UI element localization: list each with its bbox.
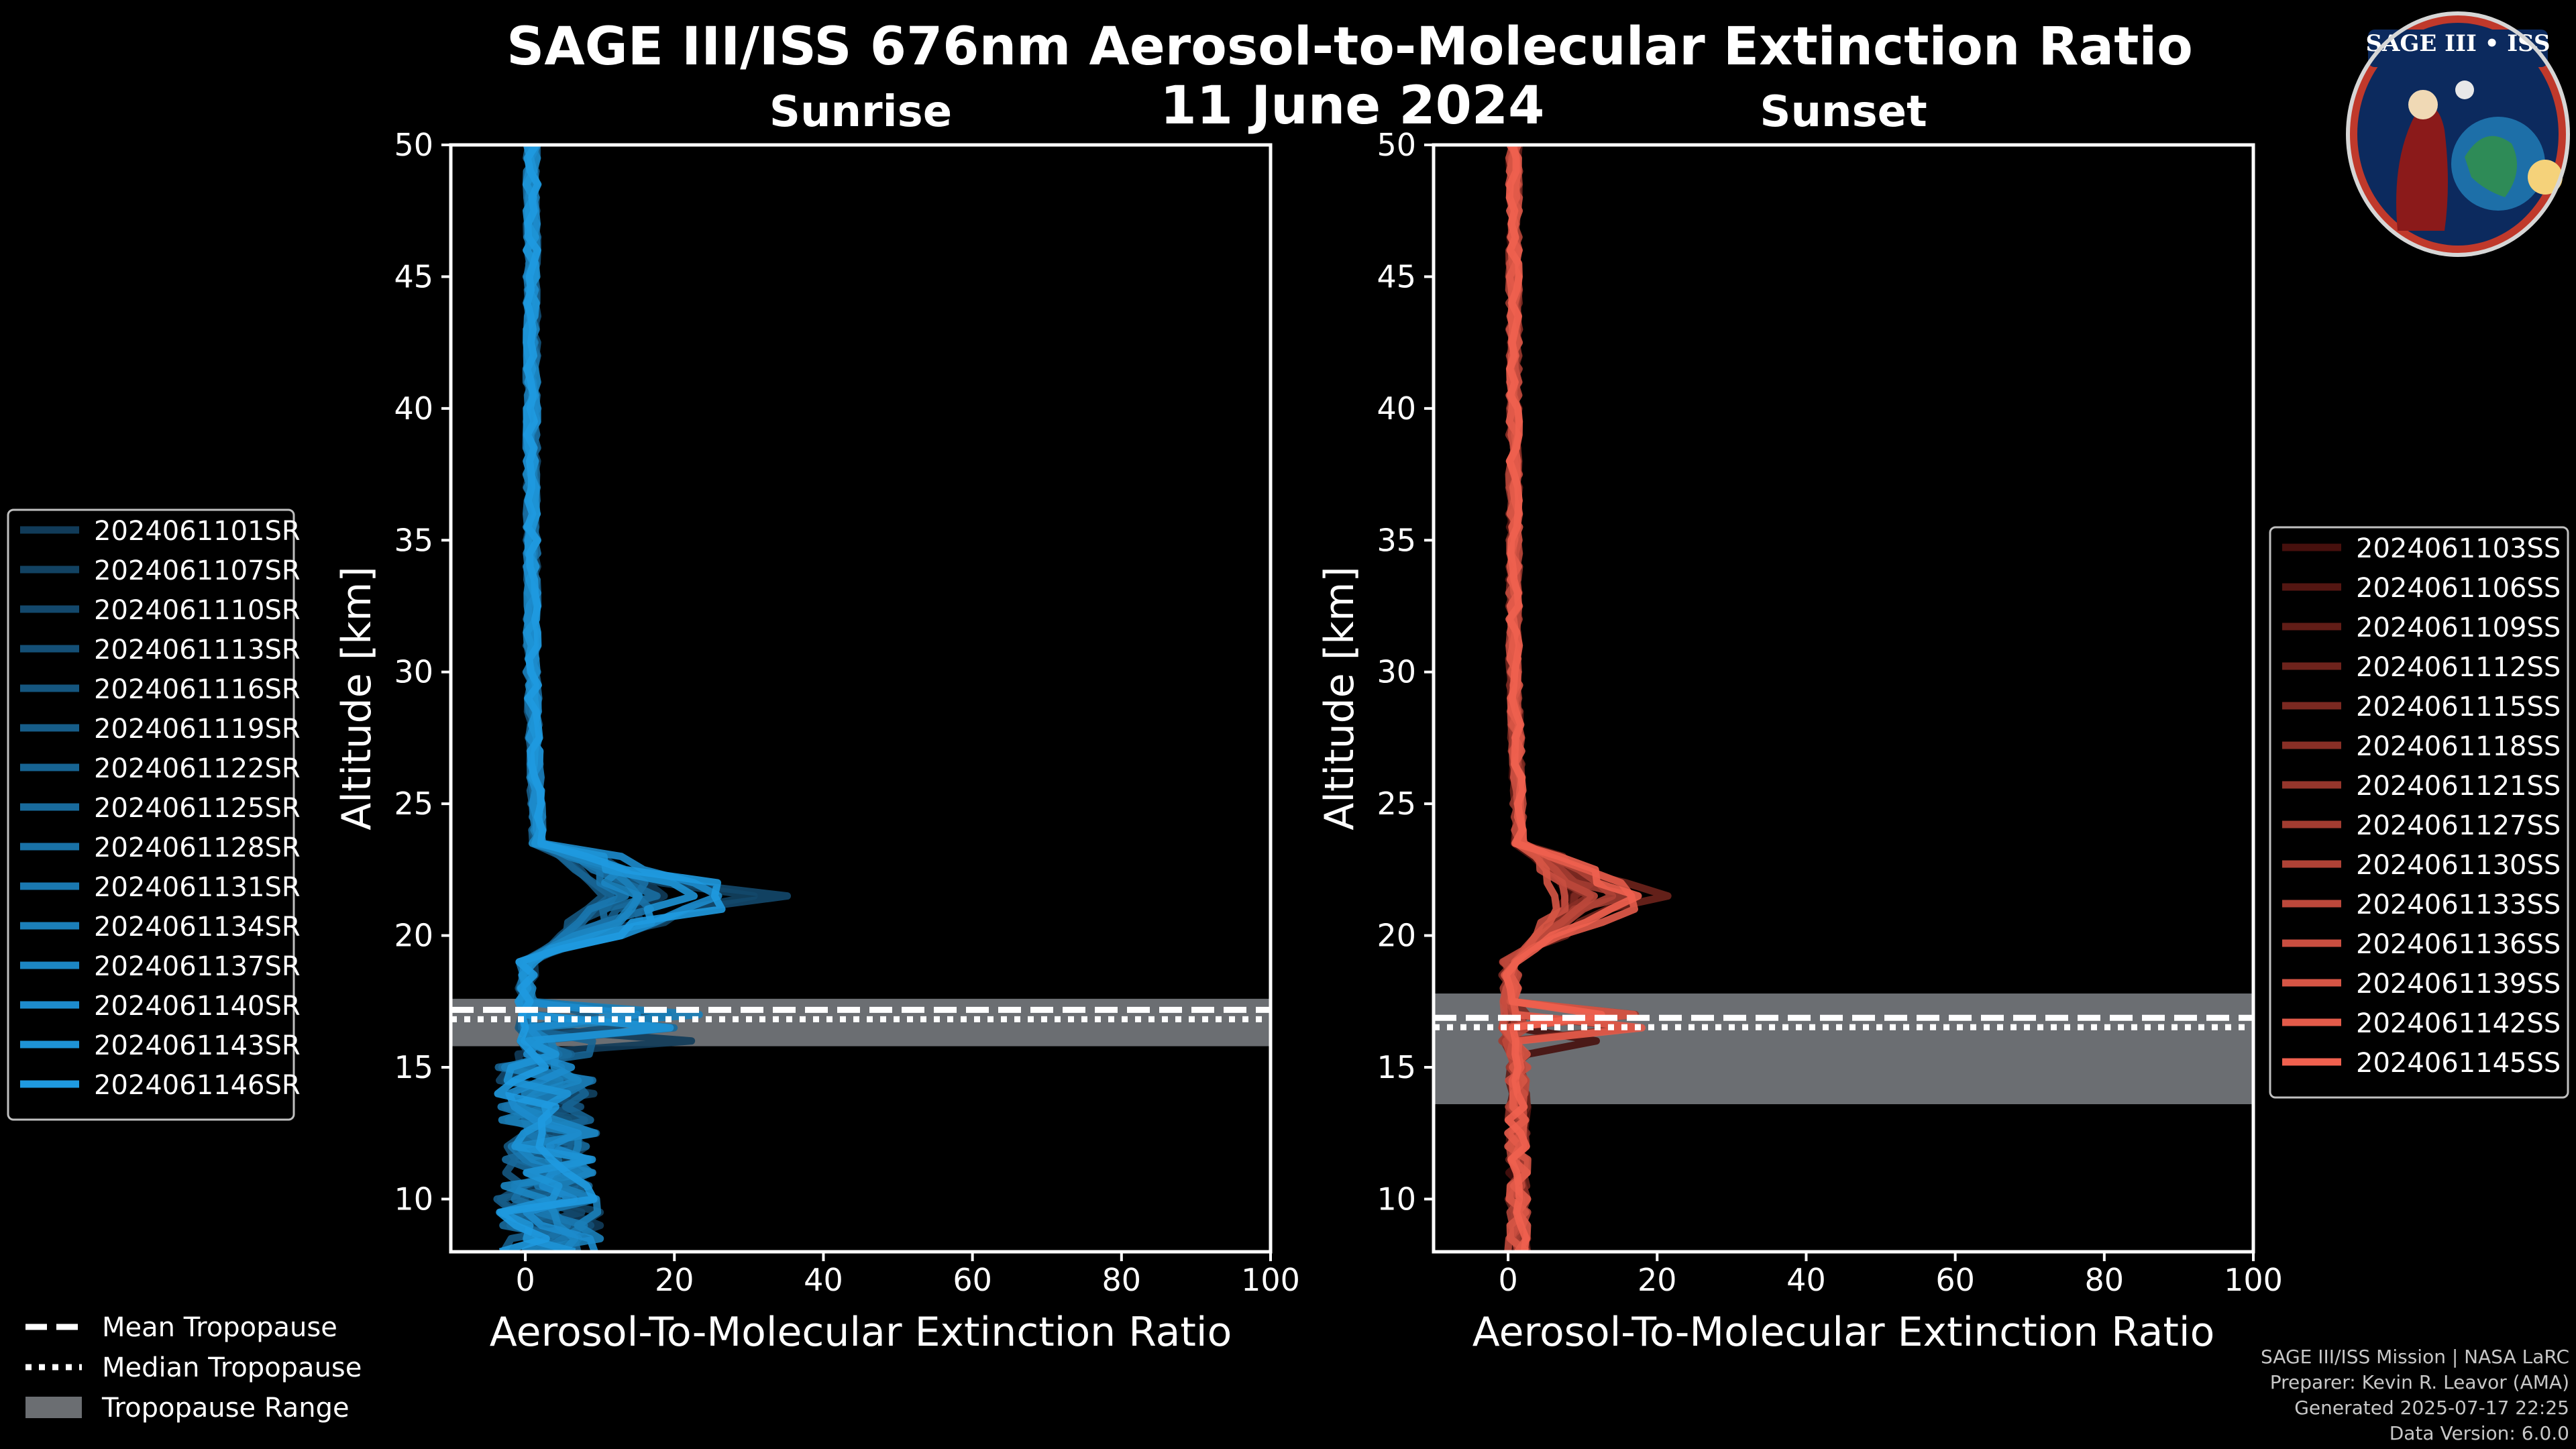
x-tick-label: 0 xyxy=(515,1262,535,1298)
y-tick-label: 35 xyxy=(394,522,433,558)
tropopause-legend-label: Median Tropopause xyxy=(102,1352,362,1383)
y-tick-label: 50 xyxy=(1377,127,1416,163)
legend-sunrise: 2024061101SR 2024061107SR 2024061110SR 2024… xyxy=(7,508,301,1121)
legend-label-2024061121SS: 2024061121SS xyxy=(2356,771,2561,802)
panel-sunset: 0 20 40 60 80 100 10 15 20 25 30 35 40 45 50 Sunset Aero… xyxy=(1316,87,2283,1356)
legend-label-2024061116SR: 2024061116SR xyxy=(94,674,301,705)
x-tick-label: 80 xyxy=(2085,1262,2125,1298)
y-tick-label: 30 xyxy=(394,654,433,690)
legend-label-2024061118SS: 2024061118SS xyxy=(2356,731,2561,762)
x-tick-label: 20 xyxy=(655,1262,694,1298)
x-tick-label: 40 xyxy=(804,1262,843,1298)
figure-date: 11 June 2024 xyxy=(1161,76,1545,136)
sage-mission-patch: SAGE III • ISS xyxy=(2346,11,2570,257)
y-tick-label: 10 xyxy=(394,1181,433,1217)
y-tick-label: 50 xyxy=(394,127,433,163)
legend-label-2024061137SR: 2024061137SR xyxy=(94,951,301,982)
legend-box xyxy=(2269,526,2569,1099)
credits: SAGE III/ISS Mission | NASA LaRC Prepare… xyxy=(2261,1344,2569,1446)
legend-label-2024061145SS: 2024061145SS xyxy=(2356,1048,2561,1079)
y-axis-label: Altitude [km] xyxy=(1316,566,1363,830)
legend-label-2024061113SR: 2024061113SR xyxy=(94,635,301,665)
legend-label-2024061130SS: 2024061130SS xyxy=(2356,850,2561,881)
legend-label-2024061134SR: 2024061134SR xyxy=(94,912,301,943)
credit-mission: SAGE III/ISS Mission | NASA LaRC xyxy=(2261,1346,2569,1368)
x-tick-label: 40 xyxy=(1786,1262,1826,1298)
legend-label-2024061143SR: 2024061143SR xyxy=(94,1030,301,1061)
legend-label-2024061140SR: 2024061140SR xyxy=(94,991,301,1022)
y-tick-label: 15 xyxy=(394,1049,433,1085)
figure-title: SAGE III/ISS 676nm Aerosol-to-Molecular … xyxy=(506,17,2193,77)
legend-label-2024061115SS: 2024061115SS xyxy=(2356,692,2561,722)
y-tick-label: 35 xyxy=(1377,522,1416,558)
plot-frame xyxy=(1432,143,2255,1254)
y-tick-label: 20 xyxy=(1377,918,1416,954)
y-axis-label: Altitude [km] xyxy=(333,566,380,830)
tropopause-legend: Mean Tropopause Median Tropopause Tropopau… xyxy=(25,1312,362,1424)
y-tick-label: 30 xyxy=(1377,654,1416,690)
x-tick-label: 0 xyxy=(1498,1262,1517,1298)
legend-box xyxy=(7,508,295,1121)
panel-title: Sunset xyxy=(1760,87,1927,137)
x-axis-label: Aerosol-To-Molecular Extinction Ratio xyxy=(490,1309,1232,1356)
x-tick-label: 60 xyxy=(953,1262,992,1298)
legend-label-2024061107SR: 2024061107SR xyxy=(94,555,301,586)
legend-label-2024061109SS: 2024061109SS xyxy=(2356,612,2561,643)
y-tick-label: 40 xyxy=(1377,390,1416,427)
x-tick-label: 80 xyxy=(1102,1262,1142,1298)
profile-2024061145SS xyxy=(1502,145,1642,1252)
tropopause-legend-label: Mean Tropopause xyxy=(102,1312,337,1343)
y-tick-label: 25 xyxy=(394,786,433,822)
x-tick-label: 60 xyxy=(1935,1262,1975,1298)
legend-label-2024061101SR: 2024061101SR xyxy=(94,516,301,547)
x-tick-label: 100 xyxy=(2224,1262,2283,1298)
y-tick-label: 10 xyxy=(1377,1181,1416,1217)
legend-label-2024061142SS: 2024061142SS xyxy=(2356,1008,2561,1039)
profile-2024061143SR xyxy=(497,145,698,1252)
legend-label-2024061119SR: 2024061119SR xyxy=(94,714,301,745)
profile-2024061146SR xyxy=(494,145,726,1252)
legend-label-2024061103SS: 2024061103SS xyxy=(2356,533,2561,564)
x-axis-label: Aerosol-To-Molecular Extinction Ratio xyxy=(1472,1309,2215,1356)
plot-frame xyxy=(449,143,1273,1254)
credit-generated: Generated 2025-07-17 22:25 xyxy=(2294,1397,2569,1419)
y-tick-label: 45 xyxy=(1377,258,1416,294)
legend-label-2024061146SR: 2024061146SR xyxy=(94,1070,301,1101)
y-tick-label: 45 xyxy=(394,258,433,294)
x-tick-label: 100 xyxy=(1241,1262,1300,1298)
tropopause-range-swatch xyxy=(25,1397,82,1418)
legend-label-2024061139SS: 2024061139SS xyxy=(2356,969,2561,1000)
y-tick-label: 40 xyxy=(394,390,433,427)
legend-label-2024061122SR: 2024061122SR xyxy=(94,753,301,784)
profile-lines xyxy=(493,145,792,1252)
legend-label-2024061131SR: 2024061131SR xyxy=(94,872,301,903)
x-tick-label: 20 xyxy=(1638,1262,1677,1298)
legend-sunset: 2024061103SS 2024061106SS 2024061109SS 2024… xyxy=(2269,526,2569,1099)
y-tick-label: 20 xyxy=(394,918,433,954)
tropopause-legend-label: Tropopause Range xyxy=(101,1393,350,1424)
legend-label-2024061128SR: 2024061128SR xyxy=(94,833,301,863)
y-tick-label: 15 xyxy=(1377,1049,1416,1085)
panel-title: Sunrise xyxy=(769,87,952,137)
profile-lines xyxy=(1498,145,1672,1252)
legend-label-2024061106SS: 2024061106SS xyxy=(2356,573,2561,604)
legend-label-2024061133SS: 2024061133SS xyxy=(2356,890,2561,920)
legend-label-2024061110SR: 2024061110SR xyxy=(94,595,301,626)
y-tick-label: 25 xyxy=(1377,786,1416,822)
legend-label-2024061112SS: 2024061112SS xyxy=(2356,652,2561,683)
legend-label-2024061136SS: 2024061136SS xyxy=(2356,929,2561,960)
panel-sunrise: 0 20 40 60 80 100 10 15 20 25 30 35 40 45 50 Sunrise Aer… xyxy=(333,87,1300,1356)
legend-label-2024061127SS: 2024061127SS xyxy=(2356,810,2561,841)
credit-preparer: Preparer: Kevin R. Leavor (AMA) xyxy=(2269,1371,2569,1393)
legend-label-2024061125SR: 2024061125SR xyxy=(94,793,301,824)
credit-version: Data Version: 6.0.0 xyxy=(2389,1422,2569,1444)
